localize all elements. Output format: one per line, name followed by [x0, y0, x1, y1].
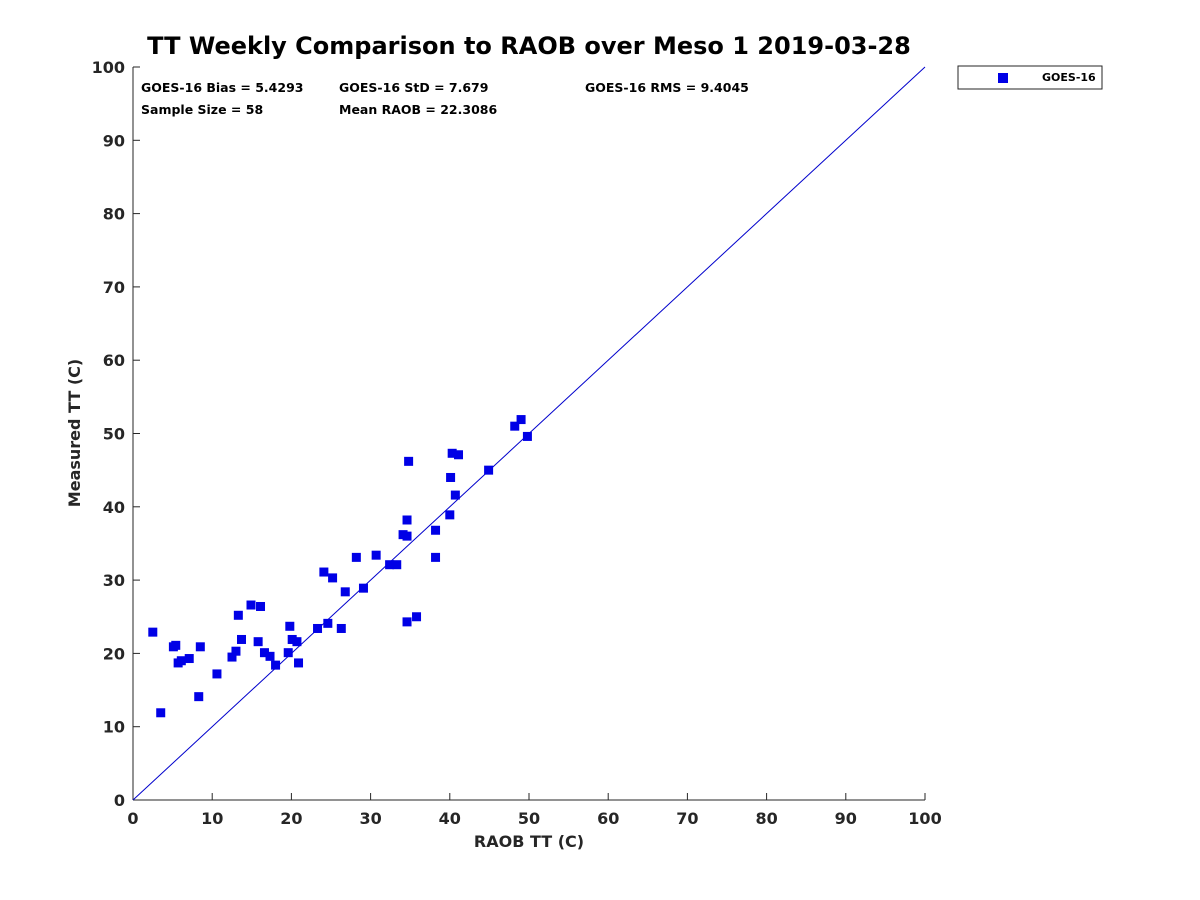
data-point — [265, 651, 275, 661]
data-point — [195, 642, 205, 652]
data-point — [233, 610, 243, 620]
y-tick-label: 10 — [103, 718, 125, 737]
stat-sample-size: Sample Size = 58 — [141, 102, 263, 117]
data-point — [328, 573, 338, 583]
data-point — [271, 660, 281, 670]
x-axis-label: RAOB TT (C) — [474, 832, 584, 851]
data-point — [336, 623, 346, 633]
y-tick-label: 80 — [103, 205, 125, 224]
data-point — [287, 634, 297, 644]
data-point — [385, 560, 395, 570]
data-point — [351, 552, 361, 562]
data-point — [292, 637, 302, 647]
data-point — [283, 648, 293, 658]
y-tick-label: 0 — [114, 791, 125, 810]
stat-std: GOES-16 StD = 7.679 — [339, 80, 488, 95]
data-point — [516, 415, 526, 425]
data-point — [148, 627, 158, 637]
y-tick-label: 50 — [103, 425, 125, 444]
data-point — [212, 669, 222, 679]
data-point — [510, 421, 520, 431]
y-tick-label: 20 — [103, 644, 125, 663]
data-point — [194, 692, 204, 702]
x-tick-label: 70 — [676, 809, 698, 828]
data-point — [454, 450, 464, 460]
data-point — [246, 600, 256, 610]
data-points — [148, 415, 532, 718]
data-point — [371, 550, 381, 560]
y-tick-label: 70 — [103, 278, 125, 297]
data-point — [446, 472, 456, 482]
data-point — [340, 587, 350, 597]
data-point — [156, 708, 166, 718]
y-axis-label: Measured TT (C) — [65, 359, 84, 507]
chart-title: TT Weekly Comparison to RAOB over Meso 1… — [147, 32, 911, 60]
data-point — [484, 465, 494, 475]
x-tick-label: 30 — [359, 809, 381, 828]
y-tick-label: 90 — [103, 131, 125, 150]
data-point — [184, 654, 194, 664]
x-ticks: 0 10 20 30 40 50 60 70 80 90 100 — [127, 793, 942, 828]
data-point — [176, 656, 186, 666]
data-point — [171, 640, 181, 650]
data-point — [522, 431, 532, 441]
stat-mean-raob: Mean RAOB = 22.3086 — [339, 102, 497, 117]
data-point — [237, 634, 247, 644]
data-point — [294, 658, 304, 668]
data-point — [447, 448, 457, 458]
legend-label: GOES-16 — [1042, 71, 1096, 84]
legend-box — [957, 65, 1103, 90]
x-tick-label: 40 — [439, 809, 461, 828]
data-point — [227, 652, 237, 662]
data-point — [323, 618, 333, 628]
stat-bias: GOES-16 Bias = 5.4293 — [141, 80, 303, 95]
legend-marker-square — [998, 73, 1008, 83]
data-point — [402, 515, 412, 525]
data-point — [253, 637, 263, 647]
data-point — [256, 601, 266, 611]
data-point — [231, 646, 241, 656]
data-point — [392, 560, 402, 570]
x-tick-label: 90 — [835, 809, 857, 828]
data-point — [313, 623, 323, 633]
data-point — [358, 583, 368, 593]
data-point — [445, 510, 455, 520]
data-point — [285, 621, 295, 631]
y-tick-label: 40 — [103, 498, 125, 517]
data-point — [412, 612, 422, 622]
x-tick-label: 50 — [518, 809, 540, 828]
x-tick-label: 60 — [597, 809, 619, 828]
data-point — [431, 525, 441, 535]
data-point — [259, 648, 269, 658]
x-tick-label: 80 — [755, 809, 777, 828]
data-point — [404, 456, 414, 466]
data-point — [319, 567, 329, 577]
data-point — [402, 617, 412, 627]
stat-rms: GOES-16 RMS = 9.4045 — [585, 80, 749, 95]
x-tick-label: 0 — [127, 809, 138, 828]
x-tick-label: 20 — [280, 809, 302, 828]
data-point — [450, 490, 460, 500]
data-point — [431, 552, 441, 562]
y-tick-label: 30 — [103, 571, 125, 590]
x-tick-label: 10 — [201, 809, 223, 828]
y-tick-label: 100 — [92, 58, 125, 77]
data-point — [402, 531, 412, 541]
y-ticks: 0 10 20 30 40 50 60 70 80 90 100 — [92, 58, 140, 810]
legend: GOES-16 — [957, 65, 1103, 90]
x-tick-label: 100 — [908, 809, 941, 828]
y-tick-label: 60 — [103, 351, 125, 370]
